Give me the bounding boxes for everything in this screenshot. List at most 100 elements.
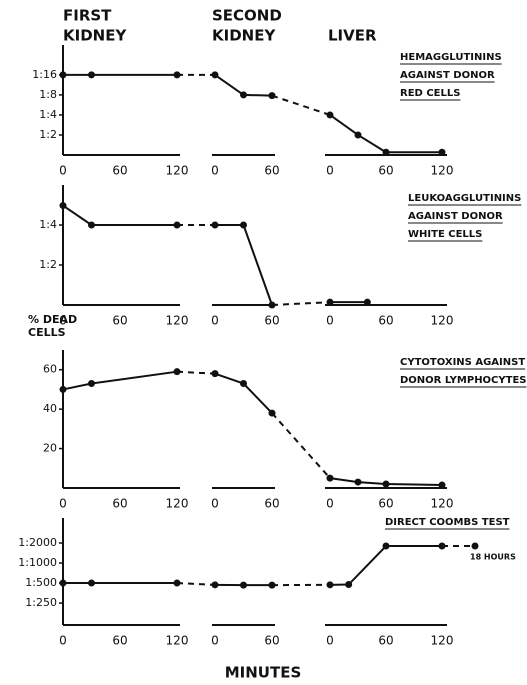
x-tick-label: 0 [59,497,67,511]
y-axis-label: CELLS [28,326,66,339]
data-point [354,131,362,139]
line-series [329,545,442,586]
x-tick-label: 60 [378,497,393,511]
data-point [240,380,247,388]
data-point [382,542,390,550]
y-tick-label: 1:500 [25,576,57,589]
data-point [240,91,247,99]
x-tick-label: 60 [112,164,127,178]
data-point [382,480,390,488]
connector [271,412,331,479]
y-tick-label: 60 [43,363,57,376]
line-series [214,372,273,414]
x-tick-label: 120 [431,164,454,178]
data-point [382,148,390,156]
data-point [211,370,219,378]
x-tick-label: 60 [264,164,279,178]
line-series [215,224,273,306]
y-tick-label: 1:4 [39,218,57,231]
x-tick-label: 60 [378,314,393,328]
data-point [438,481,446,489]
panel-title: AGAINST DONOR [400,70,495,81]
data-point [59,385,67,393]
y-tick-label: 1:250 [25,596,57,609]
data-point [88,221,95,229]
x-axis-label: MINUTES [225,664,302,682]
connector [271,94,331,116]
x-tick-label: 60 [378,164,393,178]
x-tick-label: 120 [166,634,189,648]
x-tick-label: 60 [112,634,127,648]
x-tick-label: 0 [59,164,67,178]
data-point [438,148,446,156]
x-tick-label: 0 [326,497,334,511]
phase-header: KIDNEY [212,27,276,45]
x-tick-label: 60 [264,634,279,648]
x-tick-label: 120 [166,314,189,328]
data-point [240,581,247,589]
panel-title: CYTOTOXINS AGAINST [400,357,525,368]
y-tick-label: 1:1000 [18,556,57,569]
y-tick-label: 40 [43,402,57,415]
x-tick-label: 120 [166,497,189,511]
panel-title: LEUKOAGGLUTININS [408,193,521,204]
x-tick-label: 60 [112,497,127,511]
x-tick-label: 0 [59,314,67,328]
data-point [345,581,353,589]
y-tick-label: 1:4 [39,108,57,121]
x-tick-label: 120 [166,164,189,178]
x-tick-label: 120 [431,634,454,648]
y-tick-label: 1:2 [39,258,57,271]
data-point [326,474,334,482]
y-tick-label: 1:2000 [18,536,57,549]
x-tick-label: 0 [211,497,219,511]
x-tick-label: 0 [211,634,219,648]
x-tick-label: 60 [112,314,127,328]
x-tick-label: 60 [264,314,279,328]
data-point [326,111,334,119]
connector [271,301,331,306]
panel-title: HEMAGGLUTININS [400,52,502,63]
y-tick-label: 20 [43,442,57,455]
x-tick-label: 0 [326,634,334,648]
line-series [62,370,178,391]
x-tick-label: 0 [211,164,219,178]
data-point [211,71,219,79]
x-tick-label: 120 [431,314,454,328]
connector [176,582,216,586]
data-point [326,298,334,306]
annotation: 18 HOURS [470,553,516,562]
data-point [59,71,67,79]
data-point [363,298,371,306]
line-series [62,204,177,226]
phase-header: KIDNEY [63,27,127,45]
data-point [59,579,67,587]
data-point [88,579,95,587]
phase-header: LIVER [328,27,377,45]
panel-title: DONOR LYMPHOCYTES [400,375,527,386]
panel-title: RED CELLS [400,88,460,99]
x-tick-label: 0 [59,634,67,648]
y-tick-label: 1:16 [32,68,57,81]
data-point [88,71,95,79]
data-point [211,221,219,229]
data-point [471,542,479,550]
x-tick-label: 0 [211,314,219,328]
data-point [240,221,247,229]
data-point [354,478,362,486]
line-series [329,477,443,487]
data-point [88,380,95,388]
data-point [326,581,334,589]
y-axis-label: % DEAD [28,313,77,326]
x-tick-label: 0 [326,314,334,328]
connector [176,370,216,375]
phase-header: SECOND [212,7,282,25]
panel-title: DIRECT COOMBS TEST [385,517,510,528]
y-tick-label: 1:8 [39,88,57,101]
phase-header: FIRST [63,7,112,25]
x-tick-label: 120 [431,497,454,511]
x-tick-label: 60 [264,497,279,511]
data-point [211,581,219,589]
panel-title: AGAINST DONOR [408,211,503,222]
